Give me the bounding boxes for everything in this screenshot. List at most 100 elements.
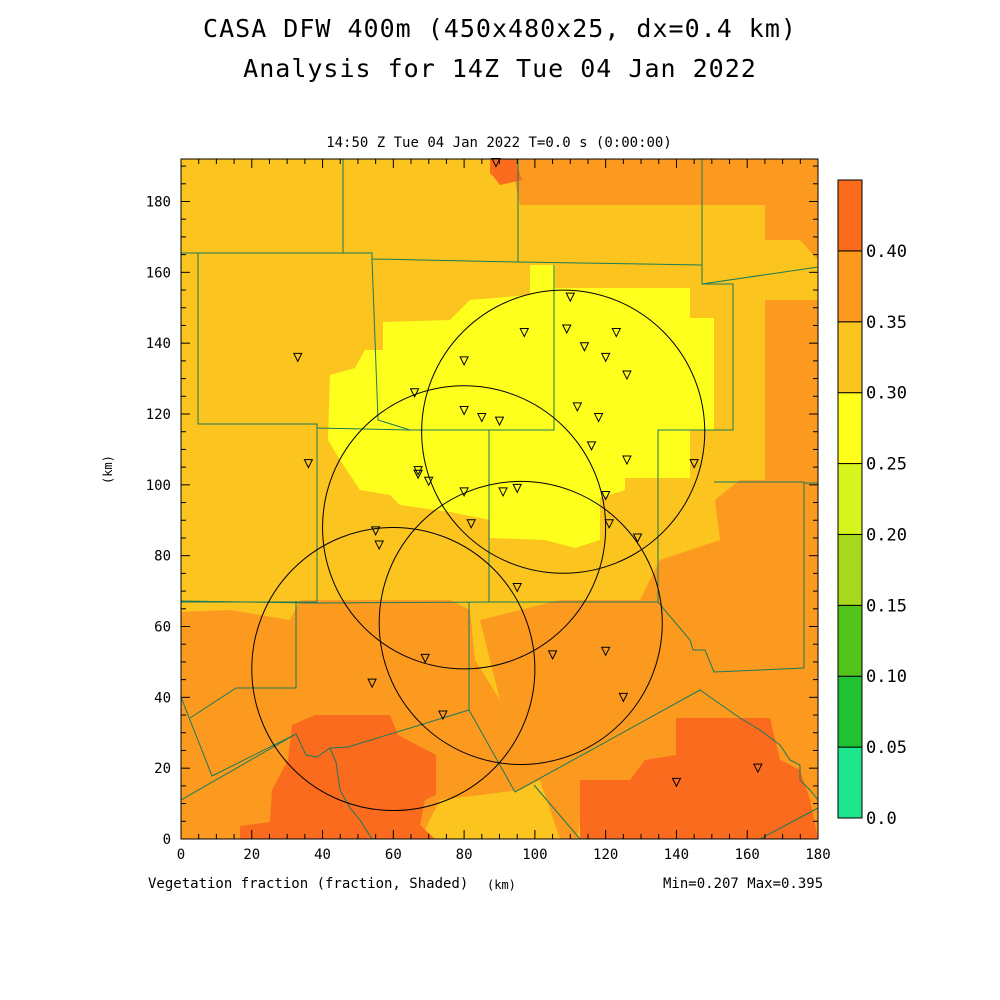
x-tick-label: 180: [805, 847, 830, 863]
station-marker: [423, 476, 434, 487]
field-southeast-peak: [580, 718, 818, 839]
station-marker: [512, 583, 523, 593]
station-marker: [611, 328, 622, 338]
station-marker: [494, 416, 505, 427]
x-tick-label: 80: [456, 847, 473, 863]
county-line-west: [181, 252, 318, 603]
station-marker: [498, 487, 508, 498]
station-marker: [367, 678, 377, 689]
y-axis: 0 20 40 60 80 100 120 140 160 180: [146, 165, 818, 848]
x-axis: 0 20 40 60 80 100 120 140 160 180: [177, 159, 831, 863]
colorbar-label: 0.20: [866, 525, 907, 545]
min-max-label: Min=0.207 Max=0.395: [663, 876, 824, 892]
x-axis-unit: (km): [487, 878, 516, 892]
colorbar: 0.0 0.05 0.10 0.15 0.20 0.25 0.30 0.35 0.40: [837, 179, 907, 829]
station-marker: [459, 487, 469, 498]
colorbar-swatch: [837, 250, 863, 323]
x-tick-label: 20: [243, 847, 260, 863]
y-tick-label: 180: [146, 195, 171, 211]
station-marker: [600, 646, 611, 657]
county-line-south-mid: [181, 696, 470, 777]
x-axis-caption: Vegetation fraction (fraction, Shaded): [148, 876, 469, 892]
station-marker: [519, 328, 530, 338]
colorbar-swatch: [837, 392, 863, 465]
colorbar-swatch: [837, 675, 863, 748]
radar-ring: [251, 526, 536, 812]
x-tick-label: 160: [735, 847, 760, 863]
station-marker: [586, 441, 597, 451]
y-tick-label: 100: [146, 478, 171, 494]
station-marker: [579, 342, 590, 352]
station-marker: [476, 413, 487, 423]
county-line-mid: [316, 427, 411, 431]
colorbar-label: 0.15: [866, 596, 907, 616]
field-east-region: [480, 300, 818, 839]
colorbar-label: 0.0: [866, 809, 897, 829]
county-line-southeast-corner: [759, 807, 818, 839]
station-marker: [466, 519, 476, 529]
y-tick-label: 40: [154, 690, 171, 706]
y-axis-unit: (km): [101, 455, 115, 484]
station-marker: [689, 459, 699, 469]
station-marker: [632, 533, 643, 544]
radar-rings: [251, 289, 706, 812]
colorbar-swatch: [837, 321, 863, 394]
county-line-south-upper: [181, 482, 818, 673]
station-marker: [593, 413, 604, 423]
county-line-south-center: [533, 784, 581, 839]
colorbar-swatch: [837, 746, 863, 819]
station-marker: [622, 455, 632, 466]
x-tick-label: 60: [385, 847, 402, 863]
station-marker: [413, 469, 423, 480]
radar-ring: [421, 289, 706, 574]
y-tick-label: 60: [154, 620, 171, 636]
shaded-field: [181, 159, 818, 839]
chart-subtitle: Analysis for 14Z Tue 04 Jan 2022: [243, 54, 757, 83]
colorbar-label: 0.35: [866, 313, 907, 333]
county-line-ne-diag: [701, 266, 818, 285]
station-marker: [561, 324, 572, 335]
time-label: 14:50 Z Tue 04 Jan 2022 T=0.0 s (0:00:00…: [326, 135, 672, 151]
county-line-south-river: [329, 747, 373, 839]
y-tick-label: 160: [146, 265, 171, 281]
x-tick-label: 40: [314, 847, 331, 863]
station-marker: [604, 519, 615, 529]
station-marker: [753, 763, 763, 774]
county-line-sw-diag: [181, 733, 297, 801]
station-marker: [459, 356, 469, 366]
field-north-region: [490, 159, 818, 260]
y-tick-label: 20: [154, 761, 171, 777]
station-marker: [512, 483, 523, 494]
station-marker: [600, 352, 611, 363]
colorbar-swatch: [837, 604, 863, 677]
y-tick-label: 140: [146, 336, 171, 352]
county-line-east-upper: [657, 265, 734, 602]
x-tick-label: 100: [522, 847, 547, 863]
station-marker: [374, 540, 384, 551]
station-marker: [622, 370, 632, 381]
station-marker: [618, 692, 629, 703]
y-tick-label: 80: [154, 549, 171, 565]
colorbar-swatch: [837, 533, 863, 606]
station-marker: [292, 352, 303, 363]
colorbar-label: 0.30: [866, 384, 907, 404]
colorbar-label: 0.40: [866, 242, 907, 262]
chart-title: CASA DFW 400m (450x480x25, dx=0.4 km): [203, 14, 797, 43]
station-marker: [572, 402, 583, 413]
station-marker: [303, 459, 314, 469]
radar-ring: [322, 385, 607, 670]
station-marker: [370, 526, 381, 536]
x-tick-label: 140: [664, 847, 689, 863]
station-marker: [459, 405, 469, 416]
y-tick-label: 0: [163, 832, 171, 848]
colorbar-label: 0.05: [866, 738, 907, 758]
station-marker: [600, 490, 611, 501]
x-tick-label: 120: [593, 847, 618, 863]
y-tick-label: 120: [146, 407, 171, 423]
colorbar-swatch: [837, 463, 863, 535]
colorbar-label: 0.25: [866, 455, 907, 475]
colorbar-label: 0.10: [866, 667, 907, 687]
station-marker: [671, 777, 682, 788]
x-tick-label: 0: [177, 847, 185, 863]
